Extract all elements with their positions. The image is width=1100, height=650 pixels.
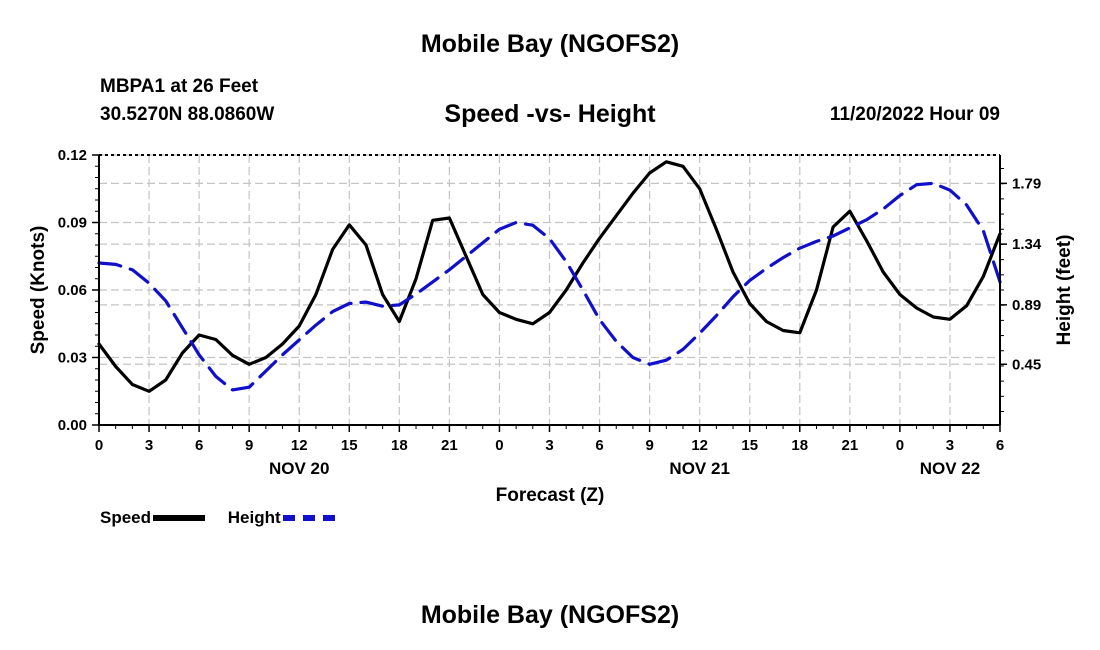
grid <box>99 154 1000 425</box>
x-tick-label: 15 <box>341 437 358 454</box>
y-left-tick-label: 0.12 <box>58 147 87 164</box>
day-label: NOV 21 <box>669 459 729 478</box>
legend: Speed Height <box>100 508 353 528</box>
page-title: Mobile Bay (NGOFS2) <box>420 30 680 58</box>
x-tick-label: 9 <box>245 437 253 454</box>
series-layer <box>97 160 1002 393</box>
axes: 0 3 6 9 12 15 18 21 0 3 6 9 12 15 18 21 0 3 6 NOV 20 NOV 21 N… <box>58 147 1042 478</box>
forecast-datetime: 11/20/2022 Hour 09 <box>829 104 1000 125</box>
x-tick-label: 9 <box>645 437 653 454</box>
x-tick-label: 6 <box>195 437 203 454</box>
y-axis-left-label: Speed (Knots) <box>28 226 49 355</box>
x-tick-label: 0 <box>896 437 904 454</box>
x-tick-label: 6 <box>595 437 603 454</box>
legend-label-height: Height <box>227 508 281 527</box>
series-line-height <box>97 181 1002 392</box>
legend-item-speed: Speed <box>100 508 206 528</box>
y-right-tick-label: 0.45 <box>1012 356 1041 373</box>
x-tick-label: 6 <box>996 437 1004 454</box>
y-left-tick-label: 0.09 <box>58 215 87 232</box>
x-tick-label: 0 <box>95 437 103 454</box>
legend-swatch-height <box>282 515 335 521</box>
legend-item-height: Height <box>228 508 335 528</box>
coordinates-label: 30.5270N 88.0860W <box>100 104 275 125</box>
x-tick-label: 21 <box>841 437 858 454</box>
y-left-tick-label: 0.03 <box>58 350 87 367</box>
x-axis-label: Forecast (Z) <box>496 485 605 506</box>
y-right-tick-label: 1.34 <box>1012 236 1042 253</box>
y-right-tick-label: 0.89 <box>1012 297 1041 314</box>
y-left-tick-label: 0.00 <box>58 417 87 434</box>
x-tick-label: 18 <box>391 437 408 454</box>
x-tick-label: 15 <box>741 437 758 454</box>
y-axis-right-label: Height (feet) <box>1054 235 1075 346</box>
x-tick-label: 3 <box>545 437 553 454</box>
day-label: NOV 22 <box>920 459 980 478</box>
chart-title: Speed -vs- Height <box>444 100 656 128</box>
series-line-speed <box>97 160 1002 393</box>
x-tick-label: 3 <box>145 437 153 454</box>
x-tick-label: 12 <box>691 437 708 454</box>
legend-swatch-speed <box>153 515 206 521</box>
station-label: MBPA1 at 26 Feet <box>100 76 259 97</box>
y-right-tick-label: 1.79 <box>1012 175 1041 192</box>
footer-title: Mobile Bay (NGOFS2) <box>420 601 680 629</box>
x-tick-label: 12 <box>291 437 308 454</box>
x-tick-label: 3 <box>946 437 954 454</box>
y-left-tick-label: 0.06 <box>58 282 87 299</box>
x-tick-label: 0 <box>495 437 503 454</box>
day-label: NOV 20 <box>269 459 329 478</box>
x-tick-label: 18 <box>791 437 808 454</box>
x-tick-label: 21 <box>441 437 458 454</box>
legend-label-speed: Speed <box>100 508 152 527</box>
